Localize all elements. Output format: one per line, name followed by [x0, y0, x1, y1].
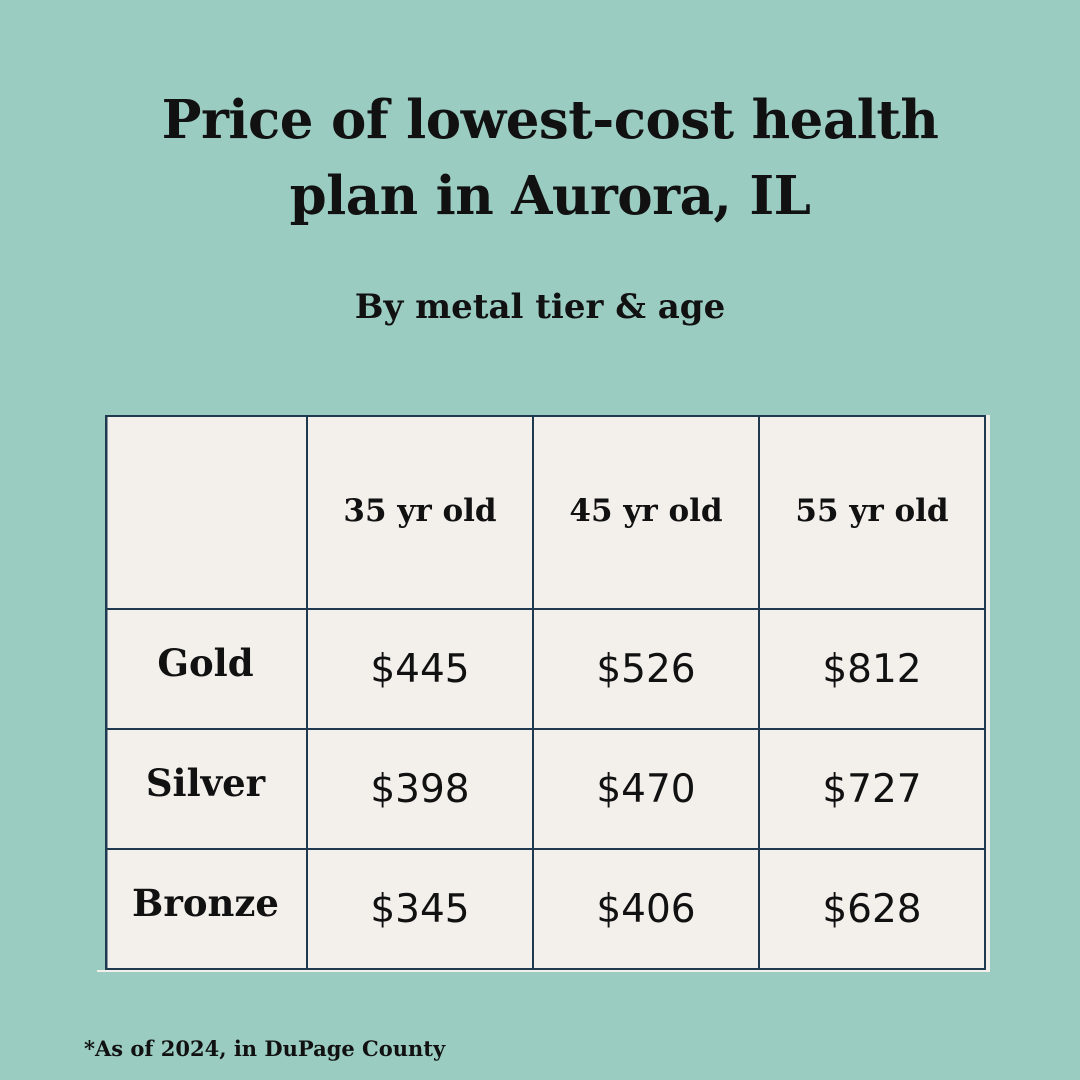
price-gold-35: $445 [370, 646, 470, 692]
chart-title: Price of lowest-cost health plan in Auro… [90, 82, 1010, 234]
price-cell: $628 [758, 848, 986, 970]
price-cell: $406 [532, 848, 760, 970]
tier-label-silver: Silver [145, 761, 266, 805]
price-cell: $526 [532, 608, 760, 730]
tier-label-bronze: Bronze [132, 881, 279, 925]
price-silver-55: $727 [822, 766, 922, 812]
price-cell: $470 [532, 728, 760, 850]
chart-subtitle: By metal tier & age [354, 287, 726, 327]
chart-title-line-2: plan in Aurora, IL [289, 165, 811, 227]
tier-label-gold: Gold [157, 641, 254, 685]
table-header-row: 35 yr old 45 yr old 55 yr old [97, 415, 986, 610]
table-row: Silver $398 $470 $727 [97, 728, 986, 850]
table-row: Gold $445 $526 $812 [97, 608, 986, 730]
price-gold-45: $526 [596, 646, 696, 692]
footnote: *As of 2024, in DuPage County [84, 1036, 446, 1061]
row-header-cell: Silver [97, 728, 308, 850]
price-cell: $398 [306, 728, 534, 850]
price-bronze-35: $345 [370, 886, 470, 932]
price-table: 35 yr old 45 yr old 55 yr old Gold $445 … [97, 415, 986, 970]
price-cell: $445 [306, 608, 534, 730]
row-header-cell: Gold [97, 608, 308, 730]
column-header-55: 55 yr old [795, 492, 949, 529]
table-row: Bronze $345 $406 $628 [97, 848, 986, 970]
price-table-container: 35 yr old 45 yr old 55 yr old Gold $445 … [97, 415, 990, 972]
column-header-45: 45 yr old [569, 492, 723, 529]
chart-title-line-1: Price of lowest-cost health [161, 89, 939, 151]
row-header-cell: Bronze [97, 848, 308, 970]
price-cell: $727 [758, 728, 986, 850]
price-silver-35: $398 [370, 766, 470, 812]
price-cell: $812 [758, 608, 986, 730]
column-header-cell: 45 yr old [532, 415, 760, 610]
column-header-35: 35 yr old [343, 492, 497, 529]
table-corner-cell [97, 415, 308, 610]
price-cell: $345 [306, 848, 534, 970]
price-bronze-45: $406 [596, 886, 696, 932]
column-header-cell: 35 yr old [306, 415, 534, 610]
column-header-cell: 55 yr old [758, 415, 986, 610]
price-bronze-55: $628 [822, 886, 922, 932]
price-gold-55: $812 [822, 646, 922, 692]
price-silver-45: $470 [596, 766, 696, 812]
